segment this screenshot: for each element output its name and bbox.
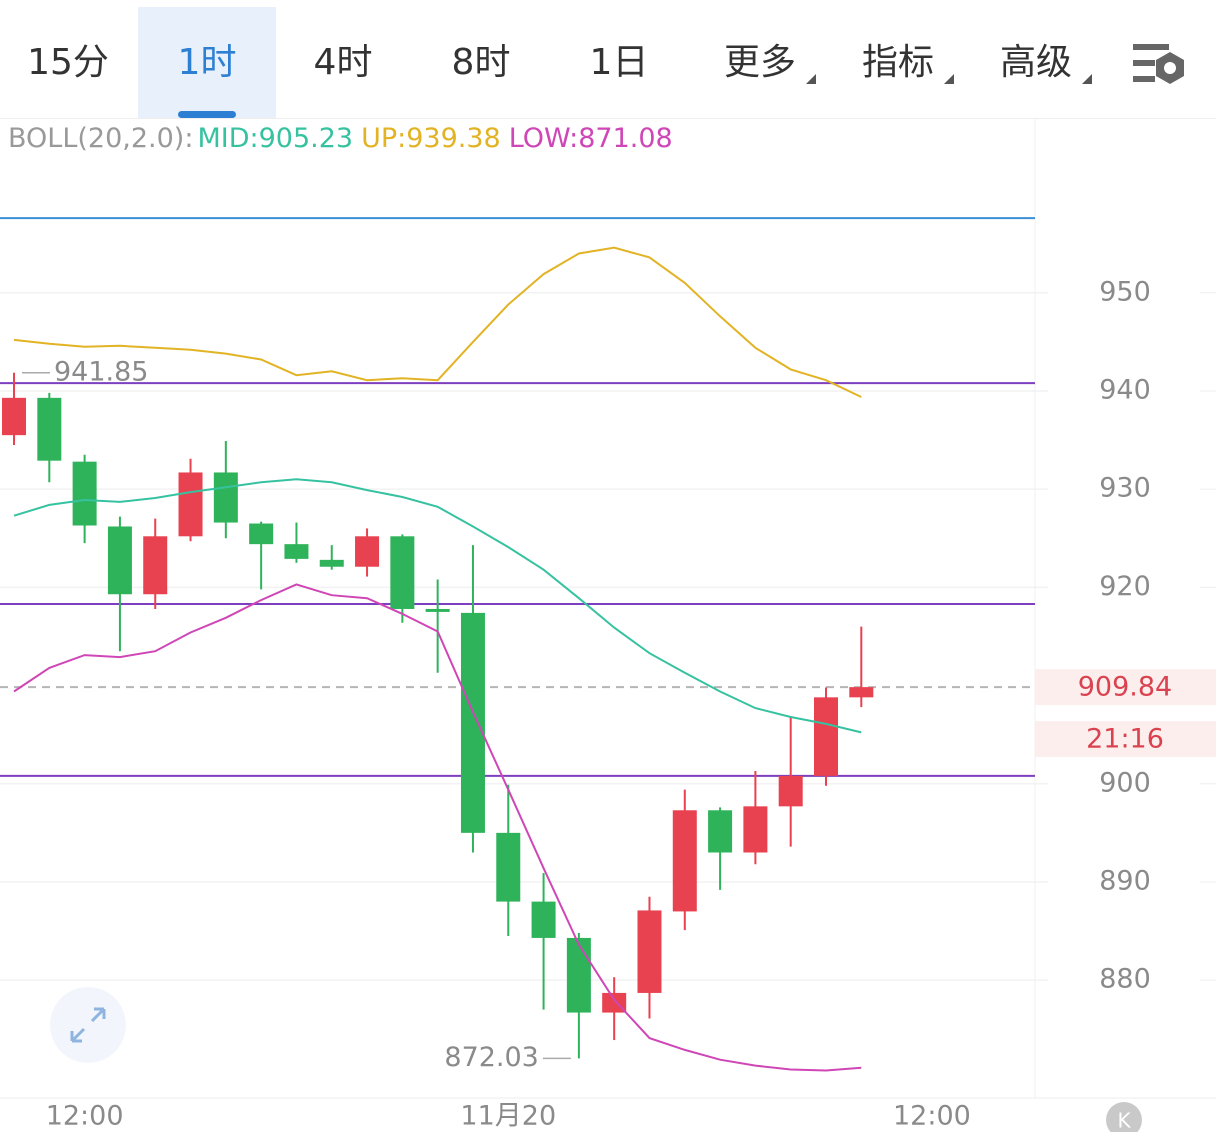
y-tick-label: 900 bbox=[1099, 767, 1151, 798]
candle-body bbox=[355, 536, 380, 567]
badge-bg bbox=[1106, 1102, 1142, 1132]
candle-body bbox=[778, 775, 803, 807]
candle-body bbox=[743, 806, 768, 853]
boll-line bbox=[13, 478, 862, 734]
candle-body bbox=[496, 832, 521, 902]
candle-body bbox=[460, 612, 485, 833]
candle-body bbox=[708, 810, 733, 853]
x-tick-label: 12:00 bbox=[46, 1101, 124, 1132]
y-tick-label: 940 bbox=[1099, 374, 1151, 405]
candle-body bbox=[319, 559, 344, 567]
candle-body bbox=[566, 937, 591, 1013]
tab[interactable]: 更多 bbox=[724, 42, 796, 83]
candle-body bbox=[213, 472, 238, 523]
candle-body bbox=[284, 544, 309, 559]
y-tick-label: 920 bbox=[1099, 571, 1151, 602]
dropdown-arrow bbox=[944, 74, 954, 84]
candle-body bbox=[849, 687, 874, 698]
candle-body bbox=[425, 608, 450, 612]
dropdown-arrow bbox=[806, 74, 816, 84]
legend-value: 905.23 bbox=[259, 123, 353, 154]
legend-name: LOW: bbox=[509, 123, 579, 154]
candle-body bbox=[814, 697, 839, 776]
boll-line bbox=[13, 246, 862, 398]
expand-button[interactable] bbox=[50, 987, 126, 1063]
y-tick-label: 880 bbox=[1099, 964, 1151, 995]
candle-body bbox=[249, 523, 274, 545]
dropdown-arrow bbox=[1082, 74, 1092, 84]
legend-name: MID: bbox=[197, 123, 258, 154]
candle-body bbox=[2, 397, 27, 436]
candle-body bbox=[390, 536, 415, 609]
candle-body bbox=[143, 536, 168, 595]
legend-value: 939.38 bbox=[406, 123, 500, 154]
badge: K bbox=[1117, 1109, 1131, 1132]
tab[interactable]: 15分 bbox=[27, 42, 109, 83]
tab[interactable]: 指标 bbox=[862, 42, 934, 83]
legend-name: UP: bbox=[361, 123, 406, 154]
tab[interactable]: 1日 bbox=[590, 42, 649, 83]
boll-line bbox=[13, 583, 862, 1072]
indicator-name: BOLL(20,2.0): bbox=[8, 123, 193, 154]
settings-icon[interactable] bbox=[1133, 44, 1184, 84]
indicator-legend: BOLL(20,2.0): MID:905.23 UP:939.38 LOW:871.… bbox=[8, 123, 673, 154]
x-tick-label: 12:00 bbox=[893, 1101, 971, 1132]
countdown-bg bbox=[1035, 721, 1216, 758]
candle-body bbox=[107, 526, 132, 595]
y-tick-label: 930 bbox=[1099, 473, 1151, 504]
selected-tab-indicator bbox=[178, 111, 236, 118]
y-tick-label: 890 bbox=[1099, 865, 1151, 896]
tab[interactable]: 8时 bbox=[452, 42, 511, 83]
tab[interactable]: 高级 bbox=[1000, 42, 1072, 83]
selected-tab-bg bbox=[138, 7, 276, 118]
candle-body bbox=[637, 910, 662, 993]
candle-body bbox=[72, 461, 97, 526]
tab[interactable]: 1时 bbox=[178, 42, 237, 83]
candle-body bbox=[178, 472, 203, 537]
candle-body bbox=[531, 901, 556, 938]
high-marker-label: 941.85 bbox=[54, 356, 148, 387]
low-marker-label: 872.03 bbox=[444, 1042, 538, 1073]
tab[interactable]: 4时 bbox=[314, 42, 373, 83]
legend-value: 871.08 bbox=[578, 123, 672, 154]
x-tick-label: 11月20 bbox=[460, 1101, 556, 1132]
candle-body bbox=[37, 397, 62, 461]
price-badge-bg bbox=[1035, 669, 1216, 706]
candle-body bbox=[672, 810, 697, 912]
countdown: 21:16 bbox=[1086, 724, 1164, 755]
y-tick-label: 950 bbox=[1099, 276, 1151, 307]
price-badge: 909.84 bbox=[1078, 672, 1172, 703]
